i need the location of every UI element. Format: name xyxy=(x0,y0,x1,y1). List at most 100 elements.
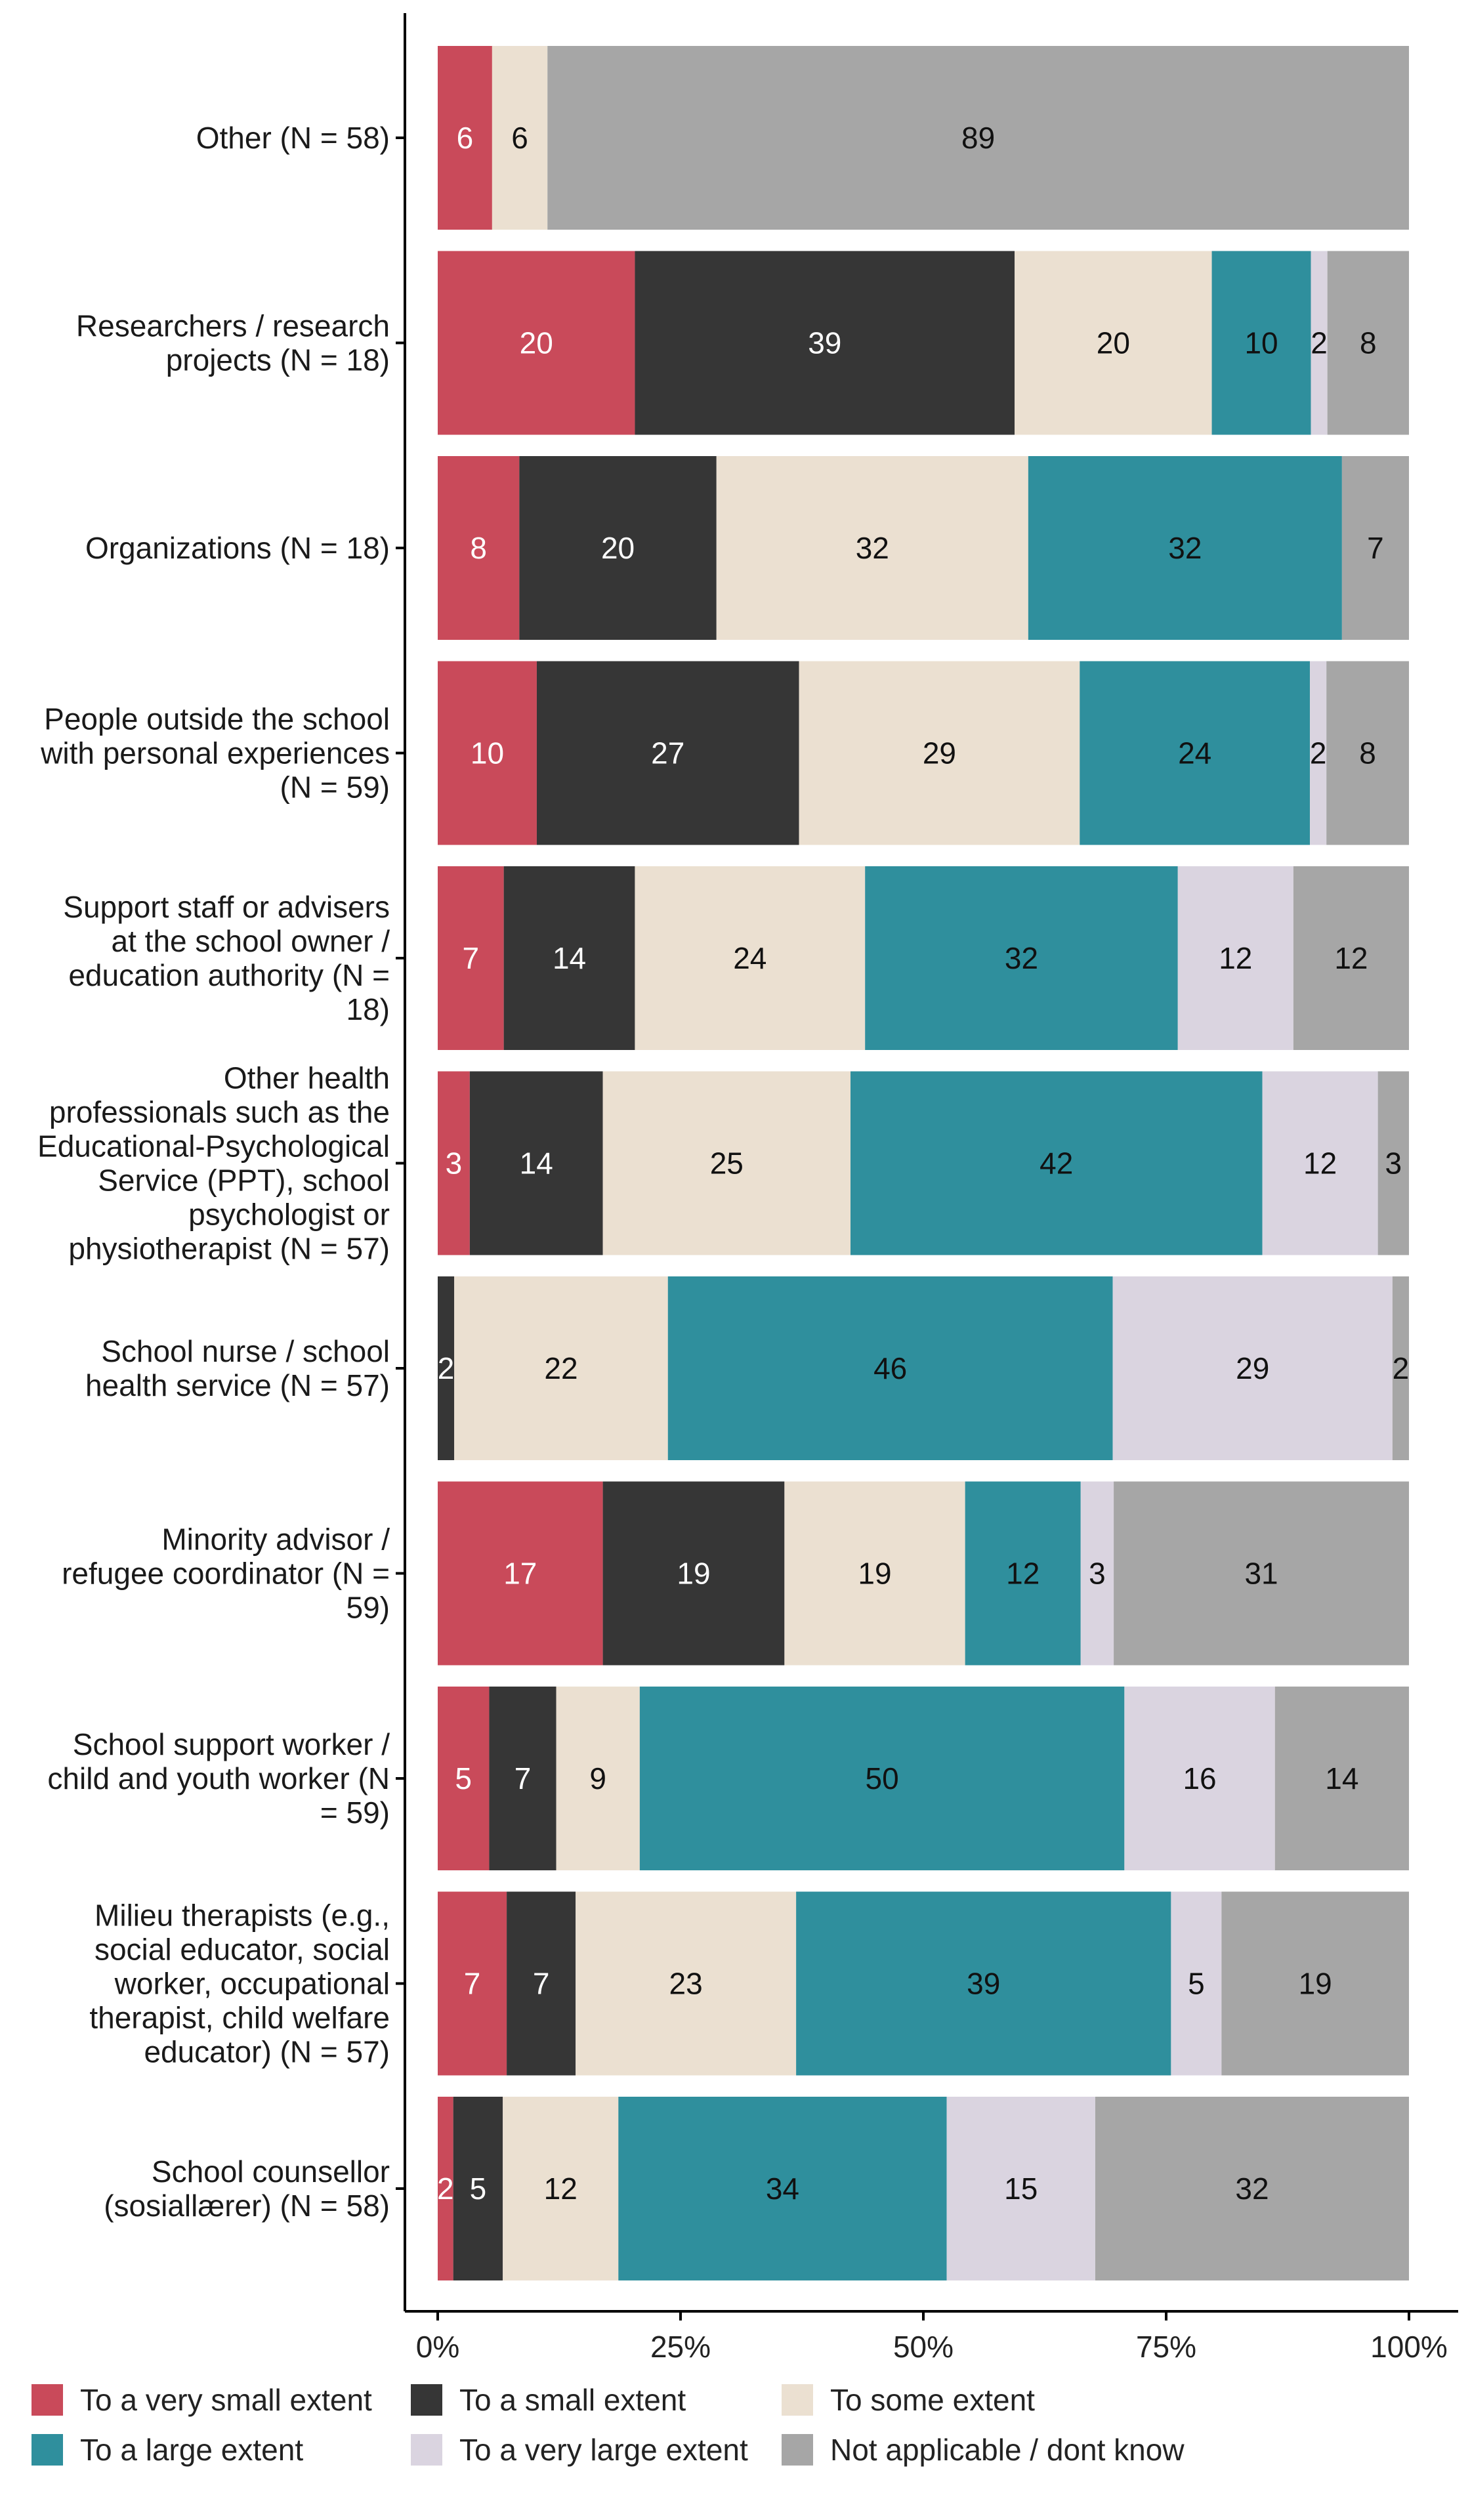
bar-segment xyxy=(1114,1481,1409,1666)
bar-segment xyxy=(635,866,866,1050)
bar-segment xyxy=(1293,866,1409,1050)
bar-segment xyxy=(438,1687,490,1870)
category-label: Service (PPT), school xyxy=(98,1164,390,1198)
bar-segment xyxy=(618,2097,947,2280)
category-label: professionals such as the xyxy=(49,1095,390,1129)
x-tick-label: 75% xyxy=(1136,2330,1196,2364)
category-label: Researchers / research xyxy=(76,309,390,343)
data-label: 5 xyxy=(1188,1967,1205,2001)
bar-segment xyxy=(602,1481,785,1666)
bar-segment xyxy=(1221,1891,1409,2076)
legend-item-some: To some extent xyxy=(782,2382,1035,2418)
data-label: 15 xyxy=(1004,2172,1038,2206)
legend-item-not-applicable: Not applicable / dont know xyxy=(782,2432,1185,2468)
bar-segment xyxy=(438,251,635,435)
data-label: 7 xyxy=(1367,531,1384,565)
category-label: therapist, child welfare xyxy=(89,2001,390,2035)
bars-layer xyxy=(438,46,1409,2280)
bar-segment xyxy=(1015,251,1212,435)
bar-segment xyxy=(865,866,1178,1050)
legend: To a very small extent To a small extent… xyxy=(32,2382,1442,2494)
data-label: 12 xyxy=(544,2172,578,2206)
category-label: Educational-Psychological xyxy=(37,1129,390,1164)
legend-label-not-applicable: Not applicable / dont know xyxy=(830,2433,1185,2467)
category-label: education authority (N = xyxy=(68,958,390,992)
category-label: Milieu therapists (e.g., xyxy=(94,1899,390,1933)
category-label: Support staff or advisers xyxy=(63,890,390,924)
category-label: 18) xyxy=(346,992,390,1026)
bar-segment xyxy=(965,1481,1081,1666)
data-label: 8 xyxy=(1360,326,1377,360)
data-label: 7 xyxy=(514,1761,532,1796)
legend-label-very-large: To a very large extent xyxy=(459,2433,748,2467)
category-label: School counsellor xyxy=(152,2154,390,2189)
bar-segment xyxy=(639,1687,1125,1870)
bar-segment xyxy=(1211,251,1311,435)
data-label: 2 xyxy=(438,1351,455,1385)
bar-segment xyxy=(1311,251,1328,435)
data-label: 6 xyxy=(457,121,474,155)
data-label: 34 xyxy=(766,2172,799,2206)
data-label: 32 xyxy=(1005,941,1038,975)
bar-segment xyxy=(1080,661,1311,845)
category-label: Other health xyxy=(224,1061,390,1095)
category-label: psychologist or xyxy=(188,1198,390,1232)
category-label: projects (N = 18) xyxy=(166,343,390,377)
category-label: child and youth worker (N xyxy=(47,1761,390,1796)
data-label: 5 xyxy=(455,1761,472,1796)
data-label: 23 xyxy=(669,1967,703,2001)
legend-swatch-very-small xyxy=(32,2384,63,2416)
bar-segment xyxy=(796,1891,1171,2076)
bar-segment xyxy=(1177,866,1293,1050)
bar-segment xyxy=(1274,1687,1409,1870)
bar-segment xyxy=(1171,1891,1222,2076)
bar-segment xyxy=(556,1687,640,1870)
data-label: 8 xyxy=(1359,736,1376,770)
category-label: (N = 59) xyxy=(280,770,390,805)
bar-segment xyxy=(1392,1276,1409,1460)
data-label: 5 xyxy=(470,2172,487,2206)
bar-segment xyxy=(489,1687,556,1870)
data-label: 3 xyxy=(1089,1557,1106,1591)
legend-item-very-large: To a very large extent xyxy=(411,2432,748,2468)
category-label: physiotherapist (N = 57) xyxy=(68,1232,390,1266)
category-label: Minority advisor / xyxy=(161,1522,390,1557)
data-label: 6 xyxy=(511,121,528,155)
data-label: 19 xyxy=(677,1557,710,1591)
bar-segment xyxy=(850,1071,1263,1255)
data-label: 12 xyxy=(1334,941,1368,975)
x-axis-ticks: 0% 25% 50% 75% 100% xyxy=(416,2311,1448,2364)
bar-segment xyxy=(454,1276,668,1460)
legend-swatch-large xyxy=(32,2434,63,2466)
data-label: 32 xyxy=(1168,531,1202,565)
data-label: 3 xyxy=(1385,1146,1402,1181)
data-label: 9 xyxy=(589,1761,606,1796)
data-label: 14 xyxy=(1325,1761,1358,1796)
data-label: 46 xyxy=(873,1351,907,1385)
data-label: 3 xyxy=(446,1146,463,1181)
data-label: 32 xyxy=(1235,2172,1269,2206)
category-label: Other (N = 58) xyxy=(196,121,390,155)
legend-item-small: To a small extent xyxy=(411,2382,686,2418)
x-tick-label: 100% xyxy=(1370,2330,1448,2364)
data-label: 12 xyxy=(1303,1146,1337,1181)
bar-segment xyxy=(438,661,537,845)
legend-swatch-very-large xyxy=(411,2434,442,2466)
bar-segment xyxy=(1326,661,1409,845)
bar-segment xyxy=(503,2097,619,2280)
legend-label-some: To some extent xyxy=(830,2383,1035,2417)
data-label: 39 xyxy=(808,326,841,360)
bar-segment xyxy=(667,1276,1113,1460)
data-label: 29 xyxy=(1236,1351,1269,1385)
data-label: 14 xyxy=(520,1146,553,1181)
bar-segment xyxy=(784,1481,965,1666)
category-label: with personal experiences xyxy=(40,736,390,770)
bar-segment xyxy=(438,1481,603,1666)
bar-segment xyxy=(1080,1481,1114,1666)
data-label: 20 xyxy=(1097,326,1130,360)
data-label: 24 xyxy=(733,941,766,975)
data-label: 32 xyxy=(856,531,889,565)
data-label: 50 xyxy=(866,1761,899,1796)
